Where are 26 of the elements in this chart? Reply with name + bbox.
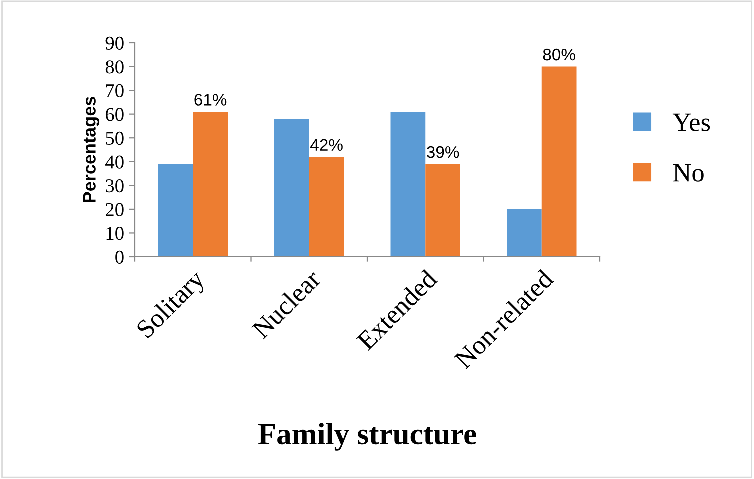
y-tick-label: 0	[116, 250, 124, 264]
data-label: 61%	[194, 94, 227, 106]
bar	[426, 164, 460, 257]
legend-label: No	[673, 164, 704, 182]
y-tick-label: 50	[106, 132, 124, 146]
y-tick-label: 10	[106, 227, 124, 240]
y-tick-label: 80	[106, 60, 124, 74]
y-tick-label: 70	[106, 84, 124, 98]
x-axis-title: Family structure	[258, 423, 476, 451]
bar	[274, 119, 310, 257]
y-tick-label: 30	[106, 179, 124, 193]
bar	[193, 112, 228, 257]
bar	[507, 209, 542, 257]
bar	[542, 66, 577, 257]
data-label: 80%	[543, 48, 576, 61]
bar	[158, 164, 194, 257]
y-tick-label: 40	[106, 156, 124, 169]
legend-label: Yes	[672, 114, 710, 132]
y-tick-label: 20	[106, 203, 124, 216]
y-axis-title: Percentages	[83, 97, 100, 202]
data-label: 39%	[427, 146, 460, 158]
y-tick-label: 60	[106, 108, 124, 122]
bar	[390, 112, 426, 257]
y-tick-label: 90	[106, 36, 124, 50]
data-label: 42%	[310, 139, 343, 151]
bar	[309, 157, 344, 257]
